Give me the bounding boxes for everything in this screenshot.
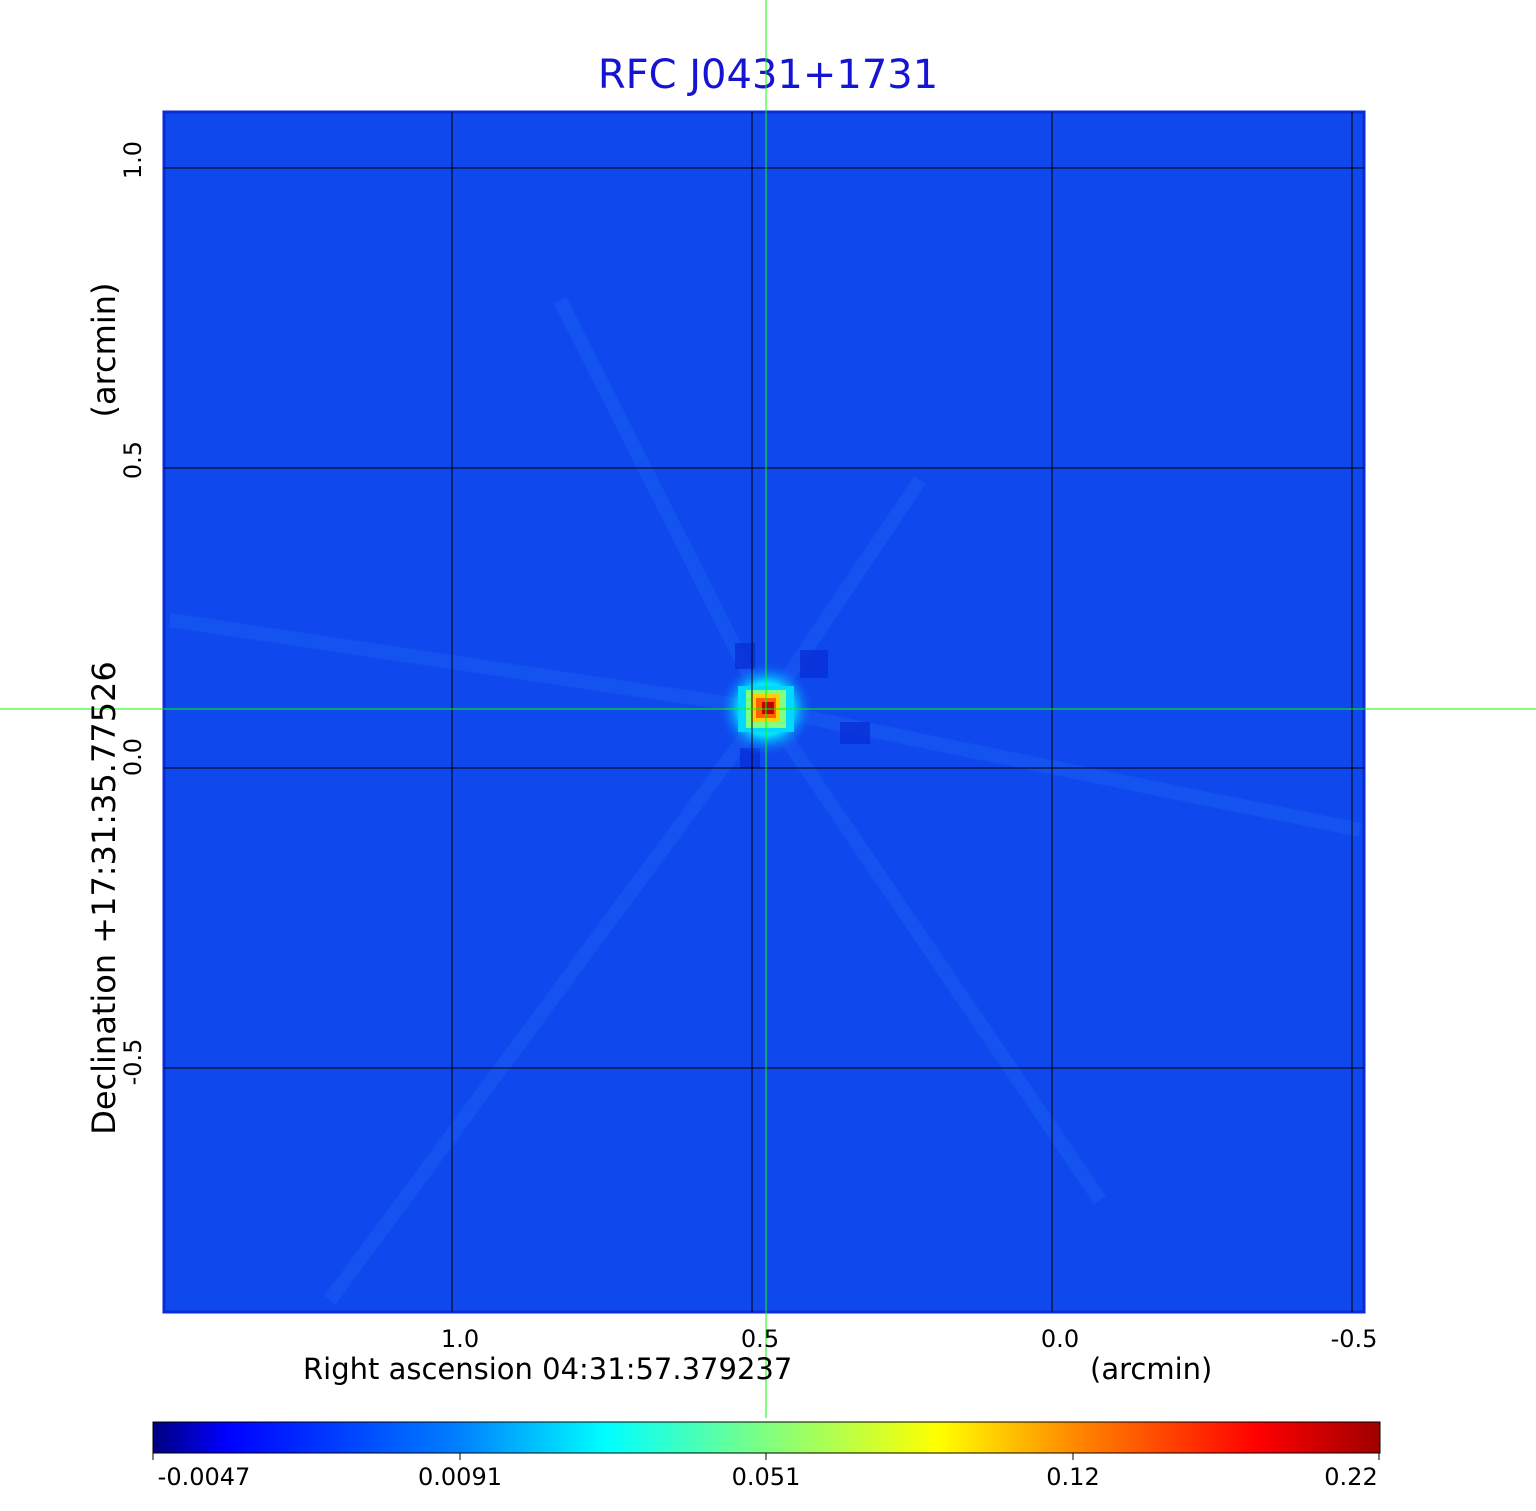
y-tick-label: 0.5	[119, 440, 147, 480]
x-tick-label: 1.0	[440, 1325, 480, 1353]
colorbar-tick-label: 0.12	[1046, 1463, 1100, 1491]
colorbar-tick-label: 0.22	[1324, 1463, 1378, 1491]
x-axis-label: Right ascension 04:31:57.379237	[303, 1352, 793, 1386]
y-axis-unit: (arcmin)	[85, 282, 123, 418]
y-tick-label: 0.0	[119, 737, 147, 777]
negative-lobes	[735, 643, 870, 768]
colorbar-tick-label: 0.0091	[418, 1463, 502, 1491]
image-title: RFC J0431+1731	[597, 52, 939, 98]
y-tick-label: -0.5	[119, 1038, 147, 1086]
coordinate-grid	[164, 112, 1364, 1312]
colorbar	[152, 1421, 1381, 1454]
x-tick-label: -0.5	[1330, 1325, 1378, 1353]
colorbar-tick-label: -0.0047	[157, 1463, 251, 1491]
x-tick-label: 0.0	[1040, 1325, 1080, 1353]
y-axis-label: Declination +17:31:35.77526	[85, 661, 123, 1135]
x-tick-label: 0.5	[740, 1325, 780, 1353]
crosshair	[0, 0, 1536, 1418]
colorbar-ticks	[152, 1453, 1380, 1460]
y-tick-label: 1.0	[119, 140, 147, 180]
colorbar-tick-label: 0.051	[731, 1463, 801, 1491]
x-axis-unit: (arcmin)	[1090, 1352, 1213, 1386]
